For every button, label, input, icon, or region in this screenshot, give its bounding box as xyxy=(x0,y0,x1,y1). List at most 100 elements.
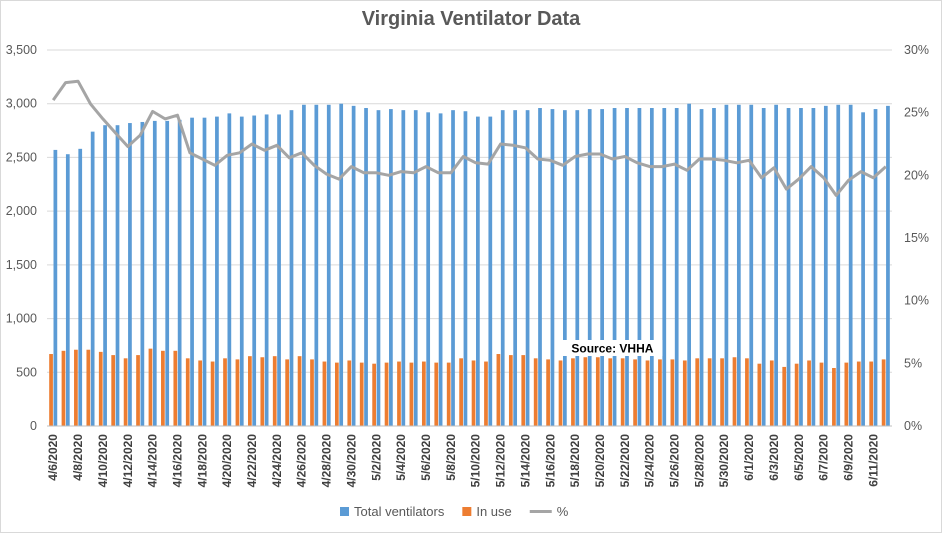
in-use-bar xyxy=(111,355,116,426)
total-ventilators-bar xyxy=(637,108,642,427)
y-right-tick-label: 0% xyxy=(904,419,922,433)
x-tick-label: 4/6/2020 xyxy=(46,434,60,481)
in-use-bar xyxy=(285,359,290,426)
total-ventilators-bar xyxy=(239,116,244,426)
source-annotation: Source: VHHA xyxy=(562,340,663,356)
in-use-bar xyxy=(745,358,749,426)
total-ventilators-bar xyxy=(488,116,493,426)
in-use-bar xyxy=(161,350,165,426)
total-ventilators-bar xyxy=(513,110,518,426)
x-axis: 4/6/2020 4/8/2020 4/10/2020 4/12/2020 4/14/2… xyxy=(46,425,892,488)
in-use-bar xyxy=(334,362,339,426)
total-ventilators-bar xyxy=(115,125,120,426)
x-tick-label: 5/4/2020 xyxy=(394,434,408,481)
annotation-text: Source: VHHA xyxy=(571,342,653,356)
total-ventilators-bar xyxy=(401,110,406,426)
in-use-bars xyxy=(49,348,886,426)
total-ventilators-bar xyxy=(836,104,841,426)
x-tick-label: 5/6/2020 xyxy=(419,434,433,481)
legend-label: % xyxy=(557,504,569,519)
x-tick-label: 4/8/2020 xyxy=(71,434,85,481)
x-tick-label: 5/10/2020 xyxy=(469,434,483,488)
in-use-bar xyxy=(732,357,737,426)
total-ventilators-bar xyxy=(376,110,381,426)
in-use-bar xyxy=(86,349,91,426)
in-use-bar xyxy=(148,348,153,426)
in-use-bar xyxy=(769,360,774,426)
total-ventilators-bar xyxy=(848,104,853,426)
total-ventilators-bar xyxy=(339,103,344,426)
legend-label: In use xyxy=(476,504,511,519)
in-use-bar xyxy=(322,361,327,426)
x-tick-label: 4/18/2020 xyxy=(195,434,209,488)
in-use-bar xyxy=(372,363,377,426)
in-use-bar xyxy=(571,358,575,426)
in-use-bar xyxy=(682,360,687,426)
in-use-bar xyxy=(832,367,836,426)
total-ventilators-bar xyxy=(500,110,505,426)
y-right-tick-label: 20% xyxy=(904,168,929,182)
in-use-bar xyxy=(546,359,550,426)
x-tick-label: 5/8/2020 xyxy=(444,434,458,481)
in-use-bar xyxy=(198,360,203,426)
in-use-bar xyxy=(707,358,712,426)
x-tick-label: 6/5/2020 xyxy=(792,434,806,481)
in-use-bar xyxy=(807,360,811,426)
total-ventilators-bar xyxy=(538,108,542,427)
in-use-bar xyxy=(359,362,364,426)
in-use-bar xyxy=(844,362,849,426)
total-ventilators-bar xyxy=(165,120,170,426)
x-tick-label: 5/16/2020 xyxy=(543,434,557,488)
in-use-bar xyxy=(185,358,190,426)
y-left-tick-label: 1,500 xyxy=(6,258,37,272)
in-use-bar xyxy=(173,350,178,426)
in-use-bar xyxy=(782,366,787,426)
y-right-tick-label: 10% xyxy=(904,294,929,308)
y-right-tick-label: 15% xyxy=(904,231,929,245)
total-ventilators-bar xyxy=(873,109,878,426)
total-ventilators-bar xyxy=(78,148,83,426)
in-use-bar xyxy=(484,361,488,426)
total-ventilators-bar xyxy=(90,131,95,426)
in-use-bar xyxy=(98,351,103,426)
total-ventilators-bar xyxy=(612,108,617,427)
total-ventilators-bar xyxy=(103,125,107,426)
total-ventilators-bar xyxy=(351,105,356,426)
total-ventilators-bar xyxy=(289,110,294,426)
in-use-bar xyxy=(595,357,600,426)
legend-label: Total ventilators xyxy=(354,504,445,519)
in-use-bar xyxy=(210,361,215,426)
in-use-bar xyxy=(521,355,526,426)
annotation-background xyxy=(562,340,663,356)
x-tick-label: 4/28/2020 xyxy=(320,434,334,488)
in-use-bar xyxy=(347,360,352,426)
total-ventilators-bar xyxy=(53,149,58,426)
total-ventilators-bar xyxy=(65,154,70,426)
total-ventilators-bar xyxy=(451,110,455,426)
total-ventilators-bar xyxy=(227,113,232,426)
in-use-bar xyxy=(136,355,140,426)
x-tick-label: 4/22/2020 xyxy=(245,434,259,488)
total-ventilators-bar xyxy=(550,109,555,426)
y-left-tick-label: 500 xyxy=(16,365,37,379)
total-ventilators-bar xyxy=(314,104,319,426)
legend-swatch xyxy=(340,507,349,516)
y-left-tick-label: 3,500 xyxy=(6,43,37,57)
in-use-bar xyxy=(223,358,227,426)
in-use-bar xyxy=(583,357,588,426)
total-ventilators-bar xyxy=(413,110,418,426)
total-ventilators-bar xyxy=(525,110,530,426)
in-use-bar xyxy=(297,356,302,426)
in-use-bar xyxy=(496,354,501,426)
in-use-bar xyxy=(658,359,662,426)
y-right-tick-label: 30% xyxy=(904,43,929,57)
y-left-tick-label: 2,500 xyxy=(6,150,37,164)
in-use-bar xyxy=(446,362,451,426)
total-ventilators-bar xyxy=(687,103,691,426)
y-axis-right: 0% 5% 10% 15% 20% 25% 30% xyxy=(904,43,929,433)
x-tick-label: 5/12/2020 xyxy=(494,434,508,488)
in-use-bar xyxy=(856,361,861,426)
total-ventilators-bar xyxy=(202,117,207,427)
total-ventilators-bar xyxy=(152,120,157,426)
